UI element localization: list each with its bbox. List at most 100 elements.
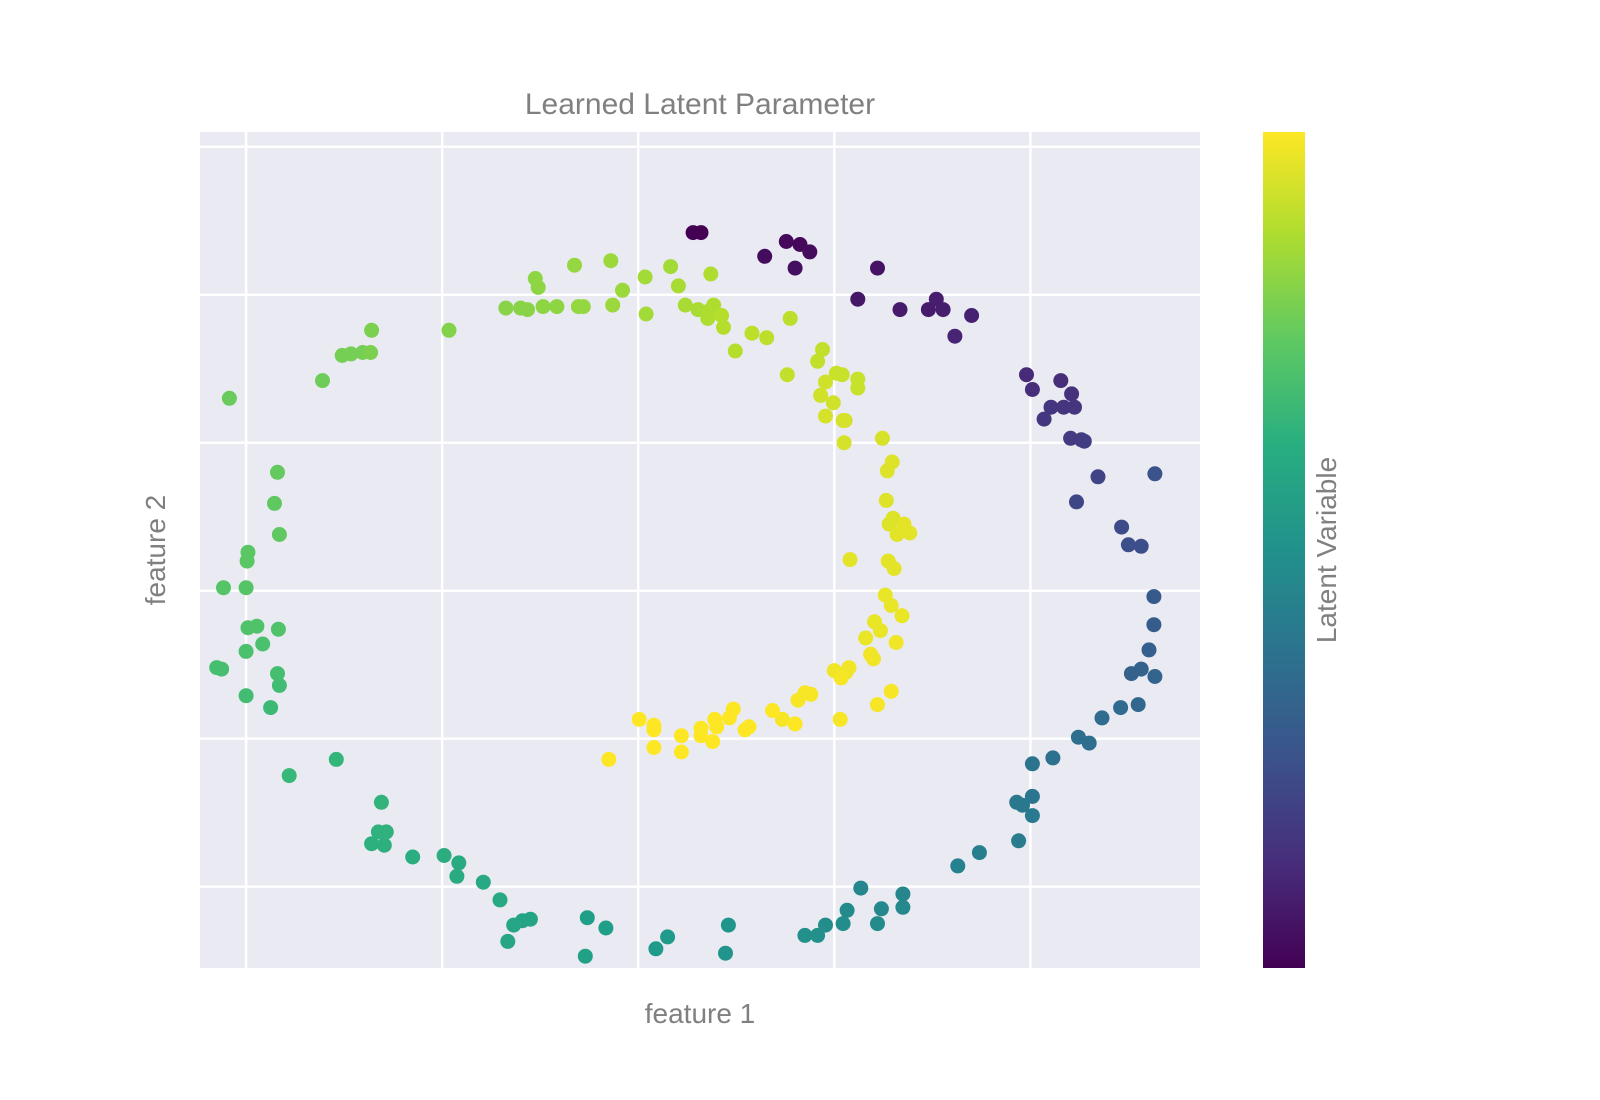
scatter-point	[858, 630, 874, 646]
scatter-point	[535, 299, 551, 315]
scatter-point	[842, 552, 858, 568]
scatter-point	[718, 945, 733, 961]
scatter-point	[238, 580, 254, 596]
scatter-point	[492, 892, 508, 908]
scatter-point	[500, 933, 516, 949]
scatter-point	[902, 525, 918, 541]
scatter-point	[673, 744, 689, 760]
grid-lines	[200, 132, 1200, 968]
scatter-point	[1043, 399, 1059, 415]
scatter-point	[833, 670, 849, 686]
scatter-point	[601, 751, 617, 767]
scatter-point	[870, 916, 885, 932]
scatter-point	[363, 345, 379, 360]
scatter-point	[935, 302, 951, 318]
scatter-point	[441, 322, 457, 338]
scatter-point	[894, 608, 910, 624]
x-axis-label: feature 1	[645, 998, 756, 1029]
scatter-point	[803, 686, 819, 702]
scatter-point	[1120, 537, 1136, 553]
scatter-point	[818, 408, 833, 424]
scatter-point	[1067, 399, 1082, 415]
scatter-point	[870, 260, 885, 276]
scatter-point	[249, 618, 265, 634]
scatter-point	[850, 380, 866, 396]
scatter-point	[263, 700, 279, 716]
scatter-point	[888, 635, 904, 650]
scatter-point	[883, 683, 899, 699]
scatter-point	[575, 299, 591, 315]
scatter-point	[605, 297, 621, 313]
scatter-point	[700, 310, 716, 326]
scatter-point	[1090, 469, 1106, 485]
scatter-point	[797, 927, 813, 943]
scatter-point	[889, 527, 905, 542]
scatter-point	[853, 880, 869, 896]
scatter-point	[475, 874, 491, 890]
scatter-point	[850, 291, 866, 307]
scatter-point	[834, 367, 850, 383]
scatter-point	[343, 346, 359, 362]
scatter-point	[870, 697, 885, 713]
scatter-point	[364, 322, 380, 338]
scatter-point	[810, 927, 826, 943]
scatter-point	[373, 794, 389, 810]
scatter-point	[737, 722, 753, 738]
scatter-point	[631, 711, 647, 727]
data-points	[209, 225, 1163, 964]
scatter-point	[1114, 519, 1130, 535]
scatter-point	[603, 253, 619, 269]
colorbar	[1263, 132, 1305, 968]
scatter-point	[1113, 700, 1129, 716]
scatter-point	[378, 824, 394, 840]
scatter-point	[1146, 589, 1162, 605]
scatter-point	[271, 677, 287, 693]
scatter-point	[1094, 710, 1110, 726]
scatter-point	[727, 343, 743, 359]
scatter-point	[813, 387, 829, 403]
scatter-point	[709, 719, 725, 735]
scatter-point	[1146, 617, 1162, 633]
scatter-point	[886, 561, 902, 576]
scatter-point	[883, 598, 899, 613]
scatter-point	[1024, 382, 1040, 397]
scatter-point	[693, 225, 709, 241]
scatter-point	[270, 666, 285, 682]
scatter-point	[714, 308, 730, 323]
scatter-point	[866, 651, 881, 667]
scatter-point	[703, 266, 719, 282]
scatter-point	[328, 751, 344, 767]
scatter-point	[721, 710, 737, 726]
scatter-point	[1076, 433, 1092, 449]
scatter-point	[498, 300, 514, 316]
scatter-point	[879, 463, 895, 479]
scatter-point	[744, 325, 760, 341]
scatter-point	[238, 643, 254, 659]
scatter-point	[878, 492, 894, 508]
scatter-point	[920, 302, 936, 318]
scatter-point	[673, 728, 689, 744]
scatter-point	[1053, 373, 1069, 389]
scatter-point	[835, 413, 851, 428]
scatter-point	[706, 297, 722, 313]
scatter-point	[638, 306, 654, 322]
scatter-point	[436, 848, 452, 863]
scatter-point	[579, 910, 595, 926]
scatter-point	[774, 711, 790, 727]
scatter-point	[1081, 735, 1097, 751]
scatter-point	[787, 716, 803, 732]
scatter-point	[1024, 788, 1040, 804]
scatter-point	[1056, 399, 1072, 415]
scatter-point	[281, 768, 297, 784]
scatter-point	[782, 310, 798, 326]
scatter-point	[270, 621, 286, 637]
scatter-point	[836, 435, 852, 451]
scatter-point	[802, 244, 818, 260]
scatter-point	[677, 297, 693, 313]
scatter-point	[270, 464, 285, 480]
scatter-point	[779, 367, 795, 383]
scatter-point	[239, 553, 255, 569]
scatter-point	[364, 836, 380, 852]
scatter-point	[705, 734, 721, 750]
